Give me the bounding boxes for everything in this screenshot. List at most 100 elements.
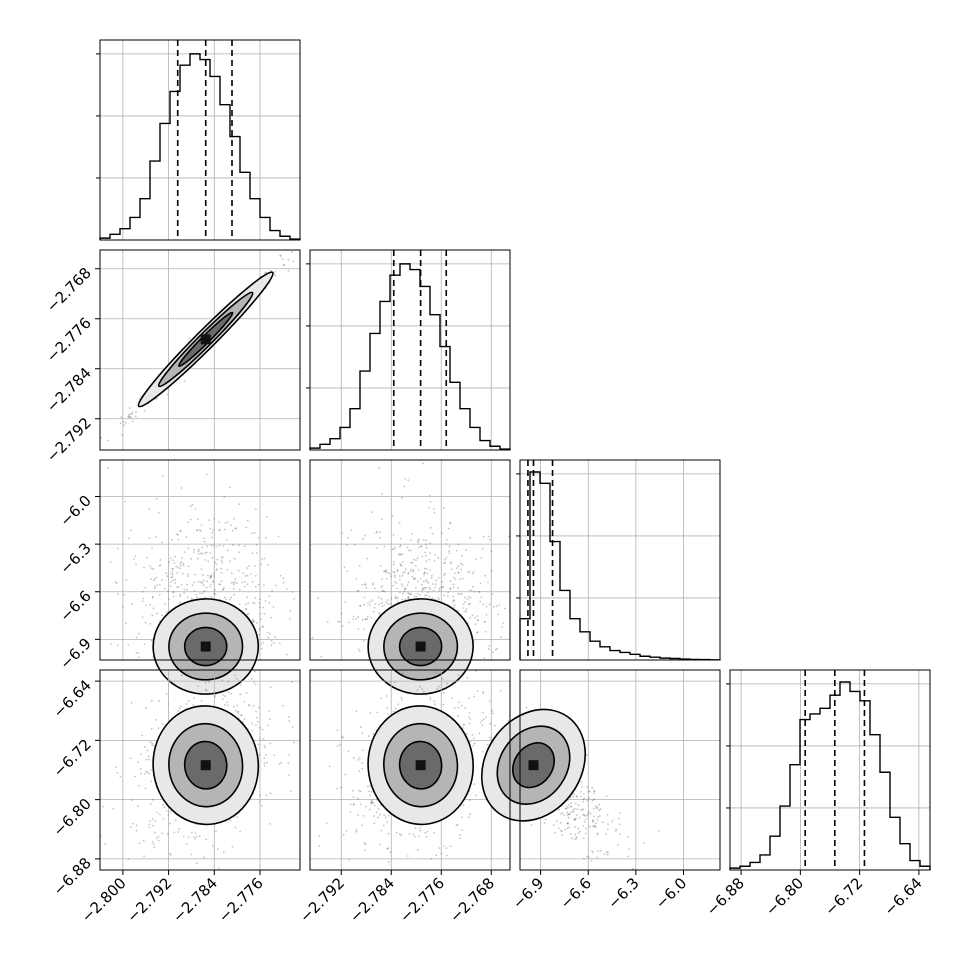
sample-point — [250, 573, 252, 575]
sample-point — [326, 823, 328, 825]
sample-point — [180, 530, 182, 532]
histogram-bin — [600, 647, 610, 660]
sample-point — [117, 593, 119, 595]
sample-point — [235, 826, 237, 828]
sample-point — [402, 585, 404, 587]
sample-point — [469, 718, 471, 720]
sample-point — [176, 572, 178, 574]
sample-point — [388, 815, 390, 817]
sample-point — [264, 558, 266, 560]
sample-point — [576, 808, 578, 810]
sample-point — [135, 555, 137, 557]
sample-point — [482, 724, 484, 726]
sample-point — [393, 561, 395, 563]
sample-point — [560, 830, 562, 832]
sample-point — [110, 561, 112, 563]
sample-point — [572, 796, 574, 798]
sample-point — [367, 616, 369, 618]
histogram-bin — [840, 682, 850, 870]
sample-point — [155, 719, 157, 721]
sample-point — [241, 582, 243, 584]
sample-point — [130, 416, 132, 418]
sample-point — [264, 272, 266, 274]
sample-point — [443, 704, 445, 706]
sample-point — [580, 796, 582, 798]
sample-point — [385, 569, 387, 571]
sample-point — [336, 788, 338, 790]
sample-point — [283, 577, 285, 579]
sample-point — [207, 575, 209, 577]
sample-point — [587, 786, 589, 788]
sample-point — [583, 837, 585, 839]
sample-point — [150, 803, 152, 805]
sample-point — [270, 687, 272, 689]
sample-point — [150, 769, 152, 771]
sample-point — [486, 606, 488, 608]
histogram-bin — [380, 301, 390, 450]
sample-point — [177, 567, 179, 569]
sample-point — [575, 818, 577, 820]
sample-point — [429, 569, 431, 571]
sample-point — [377, 712, 379, 714]
sample-point — [290, 790, 292, 792]
sample-point — [169, 853, 171, 855]
sample-point — [400, 563, 402, 565]
sample-point — [399, 591, 401, 593]
sample-point — [420, 578, 422, 580]
sample-point — [352, 618, 354, 620]
sample-point — [265, 537, 267, 539]
sample-point — [259, 628, 261, 630]
sample-point — [450, 522, 452, 524]
histogram-bin — [240, 172, 250, 240]
sample-point — [607, 823, 609, 825]
sample-point — [568, 817, 570, 819]
sample-point — [618, 818, 620, 820]
sample-point — [193, 551, 195, 553]
sample-point — [357, 616, 359, 618]
histogram-bin — [410, 270, 420, 450]
sample-point — [353, 757, 355, 759]
sample-point — [485, 631, 487, 633]
y-tick-label: −2.792 — [43, 414, 95, 466]
sample-point — [414, 596, 416, 598]
sample-point — [597, 850, 599, 852]
y-tick-label: −6.9 — [56, 634, 94, 672]
sample-point — [360, 803, 362, 805]
sample-point — [184, 589, 186, 591]
sample-point — [260, 564, 262, 566]
sample-point — [395, 598, 397, 600]
sample-point — [252, 581, 254, 583]
sample-point — [448, 550, 450, 552]
sample-point — [553, 824, 555, 826]
sample-point — [482, 712, 484, 714]
sample-point — [211, 537, 213, 539]
sample-point — [235, 528, 237, 530]
sample-point — [584, 821, 586, 823]
sample-point — [198, 553, 200, 555]
sample-point — [399, 546, 401, 548]
sample-point — [450, 561, 452, 563]
sample-point — [460, 563, 462, 565]
sample-point — [594, 790, 596, 792]
sample-point — [453, 600, 455, 602]
sample-point — [415, 565, 417, 567]
sample-point — [127, 644, 129, 646]
sample-point — [357, 798, 359, 800]
sample-point — [373, 611, 375, 613]
sample-point — [408, 582, 410, 584]
sample-point — [421, 556, 423, 558]
sample-point — [154, 578, 156, 580]
sample-point — [123, 424, 125, 426]
sample-point — [344, 566, 346, 568]
sample-point — [214, 696, 216, 698]
sample-point — [205, 838, 207, 840]
sample-point — [161, 542, 163, 544]
sample-point — [194, 590, 196, 592]
sample-point — [421, 688, 423, 690]
sample-point — [258, 584, 260, 586]
sample-point — [424, 595, 426, 597]
sample-point — [255, 684, 257, 686]
sample-point — [233, 588, 235, 590]
sample-point — [379, 844, 381, 846]
sample-point — [435, 854, 437, 856]
